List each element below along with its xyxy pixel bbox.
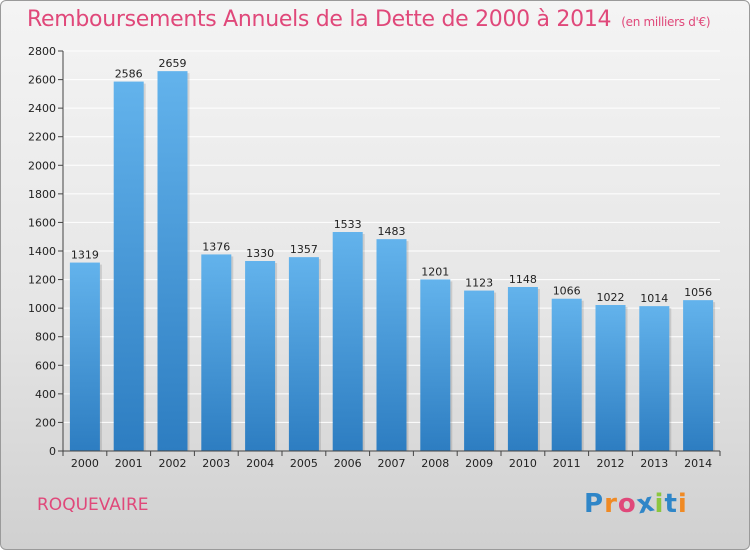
data-label-2007: 1483 bbox=[378, 225, 406, 238]
y-tick-label: 2400 bbox=[28, 102, 56, 115]
y-axis: 0 200 400 600 800 1000 1200 1400 1600 1800 2000 220… bbox=[28, 45, 64, 458]
bars: 1319 2586 2659 1376 1330 1357 1533 1483 1201 1123… bbox=[69, 57, 716, 452]
y-tick-label: 0 bbox=[49, 445, 56, 458]
data-label-2010: 1148 bbox=[509, 273, 537, 286]
y-tick-label: 1200 bbox=[28, 274, 56, 287]
logo-letter: P bbox=[584, 489, 605, 519]
y-tick-label: 400 bbox=[35, 388, 56, 401]
x-tick-label-2003: 2003 bbox=[202, 457, 230, 470]
x-tick-label-2004: 2004 bbox=[246, 457, 274, 470]
data-label-2008: 1201 bbox=[421, 265, 449, 278]
y-tick-label: 2000 bbox=[28, 159, 56, 172]
y-tick-label: 1400 bbox=[28, 245, 56, 258]
x-tick-label-2013: 2013 bbox=[640, 457, 668, 470]
data-label-2013: 1014 bbox=[640, 292, 668, 305]
bar-2007 bbox=[376, 239, 407, 451]
y-tick-label: 800 bbox=[35, 331, 56, 344]
bar-2003 bbox=[201, 254, 232, 451]
logo-letter: t bbox=[664, 489, 678, 519]
title-text: Remboursements Annuels de la Dette de 20… bbox=[27, 7, 612, 32]
chart-title: Remboursements Annuels de la Dette de 20… bbox=[27, 7, 711, 32]
y-tick-label: 1600 bbox=[28, 216, 56, 229]
data-label-2000: 1319 bbox=[71, 249, 99, 262]
city-name: ROQUEVAIRE bbox=[37, 495, 149, 515]
data-label-2001: 2586 bbox=[115, 68, 143, 81]
logo-letter: i bbox=[677, 489, 688, 519]
y-tick-label: 2600 bbox=[28, 74, 56, 87]
unit-label: (en milliers d'€) bbox=[621, 15, 711, 29]
x-tick-label-2008: 2008 bbox=[421, 457, 449, 470]
y-tick-label: 1800 bbox=[28, 188, 56, 201]
x-axis: 2000 2001 2002 2003 2004 2005 2006 2007 2008 2009… bbox=[62, 450, 721, 470]
proxiti-logo: Proxiti bbox=[584, 487, 688, 520]
bar-2010 bbox=[507, 287, 538, 451]
x-tick-label-2007: 2007 bbox=[378, 457, 406, 470]
bar-2008 bbox=[420, 279, 451, 451]
y-tick-label: 2200 bbox=[28, 131, 56, 144]
bar-2004 bbox=[245, 261, 276, 451]
logo-letter: r bbox=[604, 489, 618, 519]
x-tick-label-2000: 2000 bbox=[71, 457, 99, 470]
x-tick-label-2011: 2011 bbox=[553, 457, 581, 470]
data-label-2012: 1022 bbox=[597, 291, 625, 304]
bar-2009 bbox=[464, 290, 495, 451]
x-tick-label-2012: 2012 bbox=[597, 457, 625, 470]
data-label-2009: 1123 bbox=[465, 277, 493, 290]
x-tick-label-2009: 2009 bbox=[465, 457, 493, 470]
bar-2012 bbox=[595, 305, 626, 451]
bar-2005 bbox=[288, 257, 319, 451]
x-tick-label-2010: 2010 bbox=[509, 457, 537, 470]
logo-letter: i bbox=[654, 489, 665, 519]
data-label-2006: 1533 bbox=[334, 218, 362, 231]
x-tick-label-2014: 2014 bbox=[684, 457, 712, 470]
y-tick-label: 2800 bbox=[28, 45, 56, 58]
x-tick-label-2002: 2002 bbox=[159, 457, 187, 470]
x-tick-label-2005: 2005 bbox=[290, 457, 318, 470]
bar-2011 bbox=[551, 298, 582, 451]
bar-2001 bbox=[113, 81, 144, 452]
x-tick-label-2001: 2001 bbox=[115, 457, 143, 470]
data-label-2004: 1330 bbox=[246, 247, 274, 260]
bar-2006 bbox=[332, 232, 363, 451]
logo-letter: o bbox=[617, 489, 637, 519]
data-label-2011: 1066 bbox=[553, 285, 581, 298]
data-label-2005: 1357 bbox=[290, 243, 318, 256]
bar-2014 bbox=[683, 300, 714, 451]
data-label-2003: 1376 bbox=[202, 240, 230, 253]
data-label-2002: 2659 bbox=[159, 57, 187, 70]
data-label-2014: 1056 bbox=[684, 286, 712, 299]
y-tick-label: 1000 bbox=[28, 302, 56, 315]
bar-2002 bbox=[157, 71, 188, 452]
x-tick-label-2006: 2006 bbox=[334, 457, 362, 470]
y-tick-label: 600 bbox=[35, 359, 56, 372]
y-tick-label: 200 bbox=[35, 416, 56, 429]
bar-2000 bbox=[69, 262, 100, 451]
bar-2013 bbox=[639, 306, 670, 451]
